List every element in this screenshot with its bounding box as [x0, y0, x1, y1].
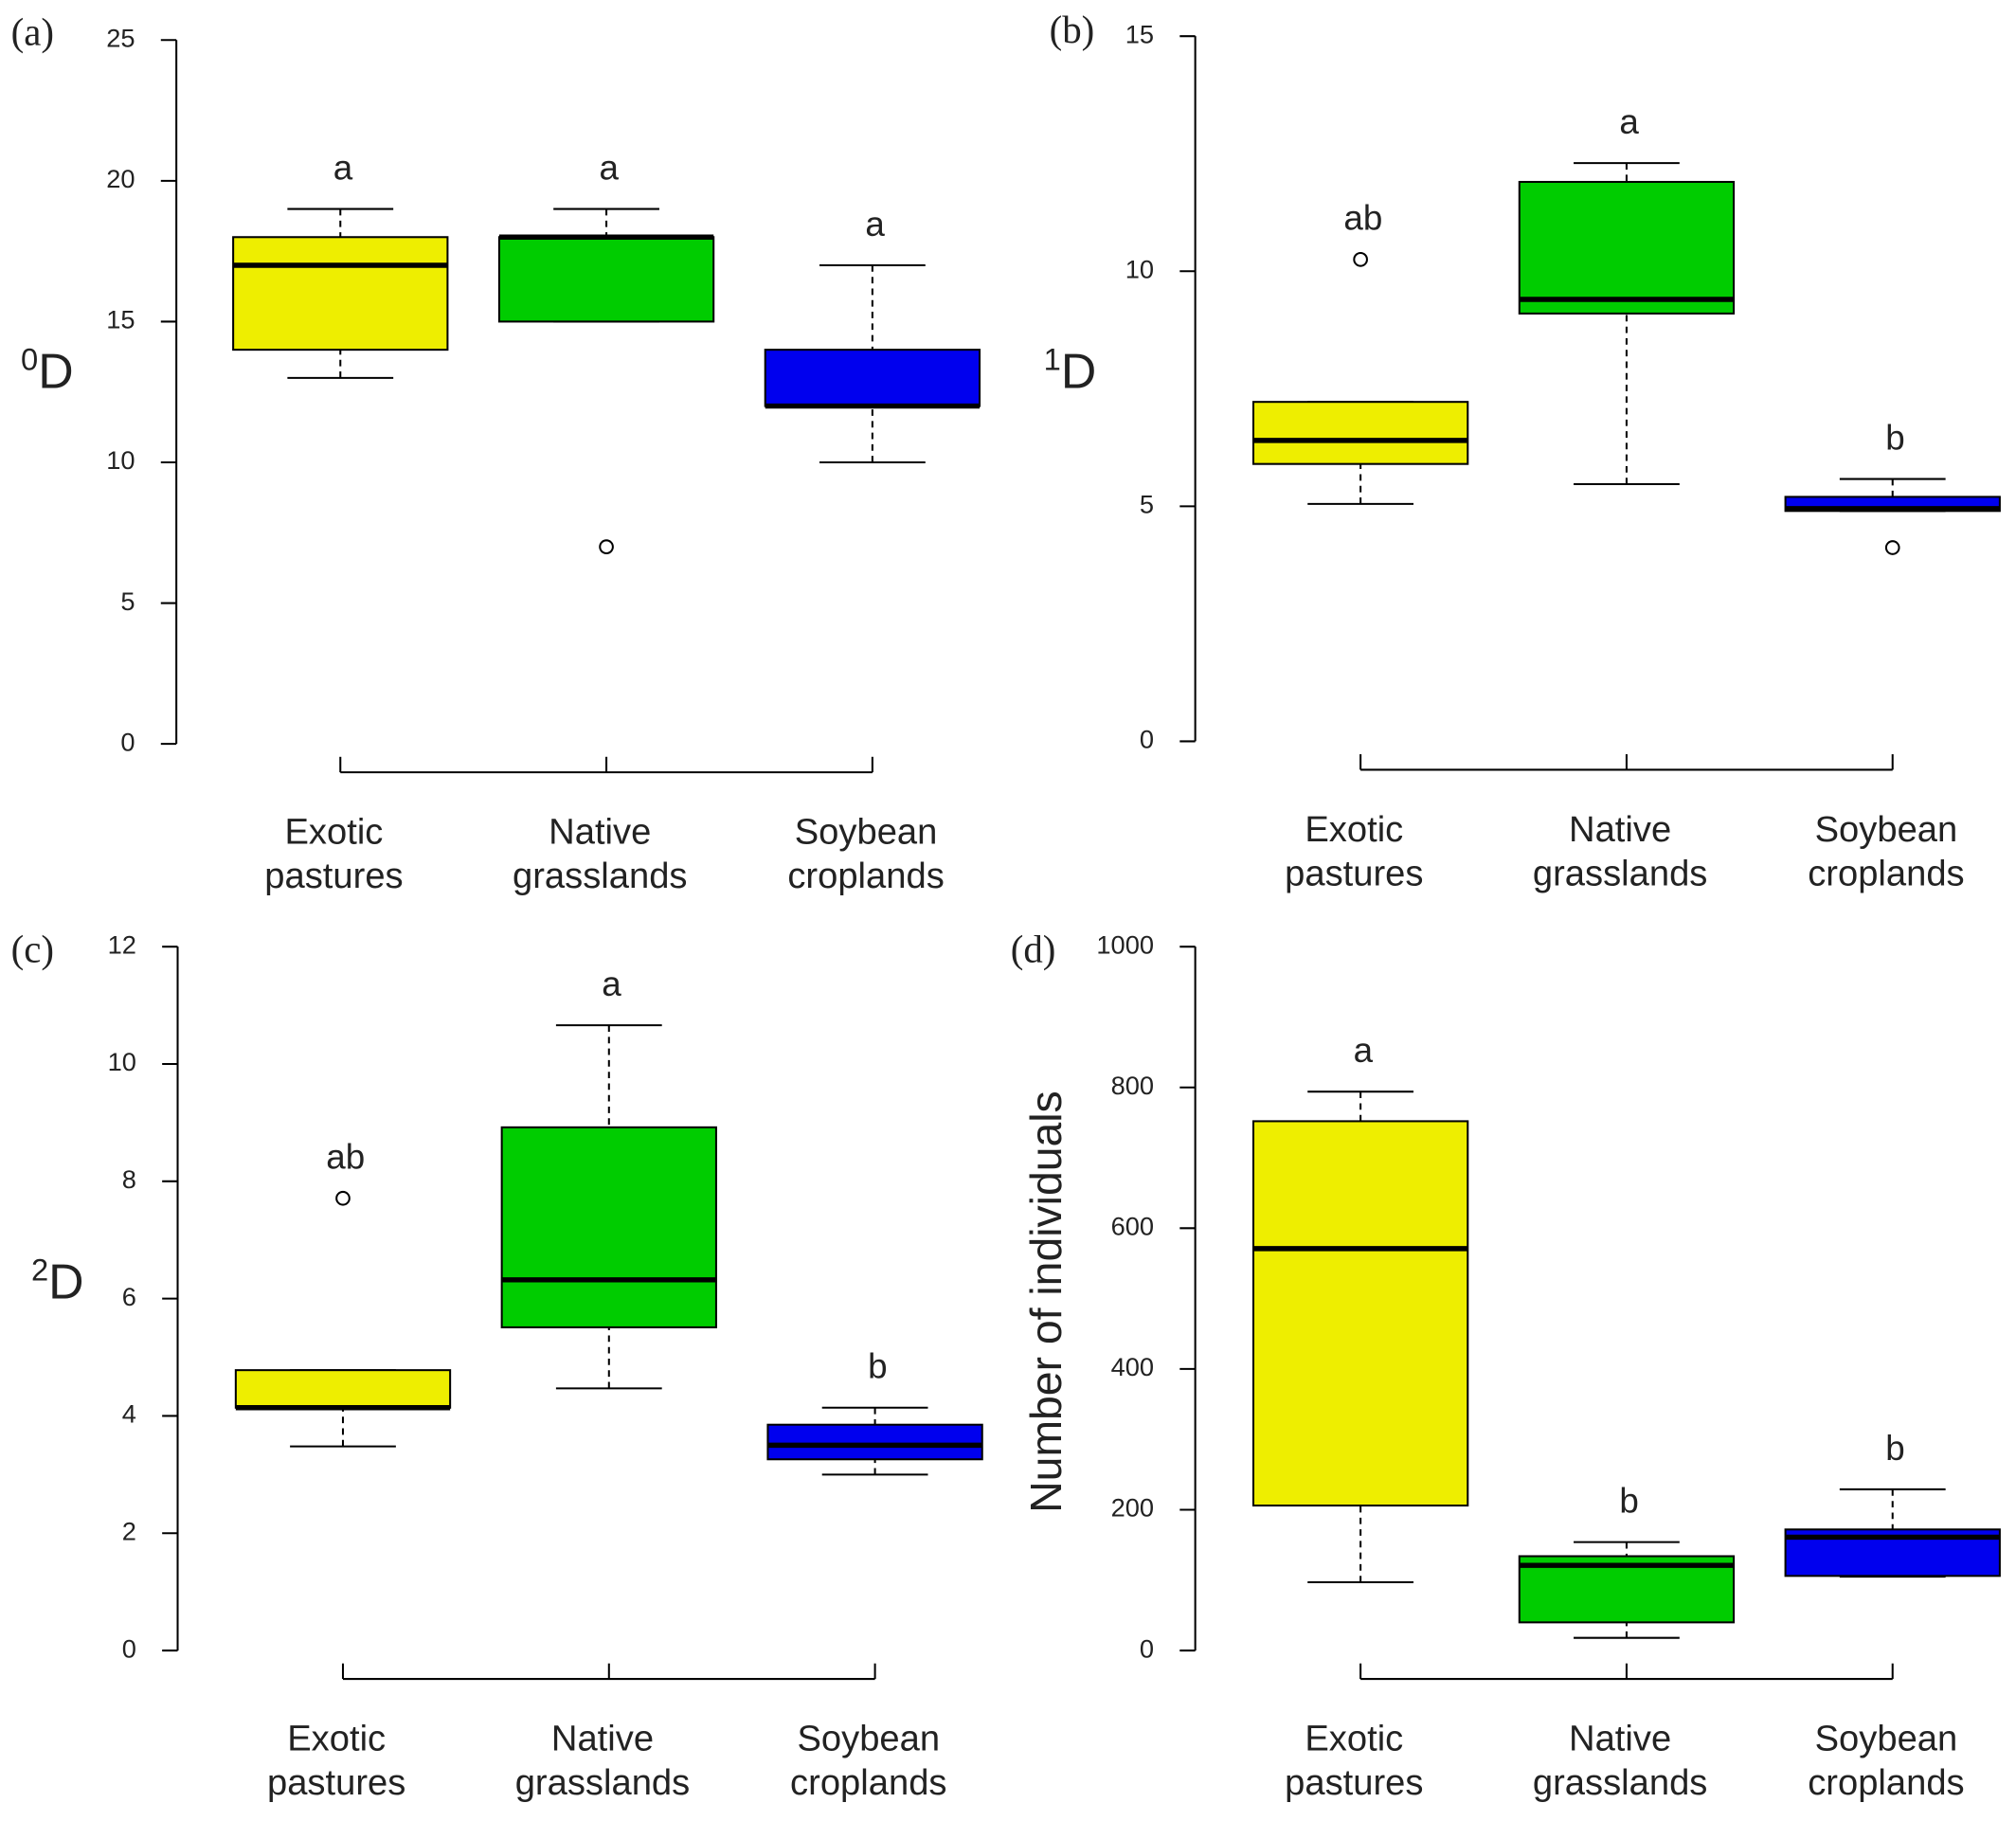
y-tick-label: 200	[1111, 1493, 1154, 1523]
significance-letter: a	[865, 205, 885, 243]
box	[1251, 1120, 1469, 1507]
x-tick-label: croplands	[790, 1762, 946, 1803]
y-tick-label: 0	[1140, 725, 1154, 754]
box	[1518, 180, 1736, 315]
significance-letter: b	[1885, 418, 1904, 457]
y-tick-label: 800	[1111, 1071, 1154, 1100]
x-tick-label: pastures	[264, 856, 403, 896]
panel-label: (d)	[1011, 928, 1056, 970]
y-axis-label-sup: 0	[21, 341, 38, 376]
y-axis-label: 1D	[1044, 341, 1097, 398]
y-tick-label: 0	[120, 727, 135, 756]
x-tick-label: grasslands	[515, 1762, 691, 1803]
x-tick-label: Native	[549, 812, 651, 853]
x-tick-label: Native	[1569, 809, 1671, 850]
y-tick-label: 6	[122, 1282, 136, 1311]
y-axis-label: 0D	[21, 341, 74, 398]
y-tick-label: 0	[122, 1633, 136, 1663]
x-tick-label: pastures	[267, 1762, 405, 1803]
x-tick-label: Soybean	[1815, 809, 1958, 850]
significance-letter: a	[600, 148, 620, 187]
x-tick-label: Native	[1569, 1719, 1671, 1759]
y-tick-label: 5	[120, 586, 135, 616]
box	[766, 1423, 983, 1461]
y-tick-label: 8	[122, 1164, 136, 1194]
panel-label: (b)	[1050, 9, 1095, 51]
significance-letter: ab	[326, 1138, 365, 1177]
box	[497, 236, 715, 323]
y-tick-label: 10	[108, 1047, 136, 1076]
x-tick-label: grasslands	[1533, 853, 1708, 893]
x-tick-label: grasslands	[1533, 1762, 1708, 1803]
y-tick-label: 25	[106, 23, 135, 52]
box	[500, 1126, 717, 1328]
significance-letter: b	[1619, 1481, 1638, 1520]
y-tick-label: 0	[1140, 1633, 1154, 1663]
y-tick-label: 20	[106, 164, 135, 193]
y-tick-label: 12	[108, 929, 136, 959]
box	[1251, 401, 1469, 465]
x-tick-label: pastures	[1285, 853, 1423, 893]
y-axis-label-sup: 1	[1044, 341, 1061, 376]
box	[234, 1369, 452, 1409]
x-tick-label: Soybean	[795, 812, 938, 853]
significance-letter: b	[1885, 1429, 1904, 1468]
outlier	[335, 1190, 351, 1206]
box	[232, 236, 449, 352]
y-tick-label: 5	[1140, 490, 1154, 519]
significance-letter: a	[602, 965, 621, 1003]
significance-letter: a	[1619, 102, 1639, 141]
significance-letter: a	[1354, 1031, 1374, 1070]
x-tick-label: croplands	[1808, 853, 1964, 893]
outlier	[599, 539, 614, 554]
y-tick-label: 10	[1125, 254, 1154, 283]
x-tick-label: croplands	[787, 856, 944, 896]
y-tick-label: 2	[122, 1516, 136, 1545]
x-tick-label: Exotic	[284, 812, 383, 853]
outlier	[1884, 540, 1900, 555]
y-axis-label-sup: 2	[31, 1252, 48, 1287]
y-axis-label: 2D	[31, 1252, 84, 1308]
x-tick-label: croplands	[1808, 1762, 1964, 1803]
significance-letter: b	[868, 1347, 887, 1386]
x-tick-label: Exotic	[287, 1719, 386, 1759]
y-tick-label: 10	[106, 445, 135, 475]
x-tick-label: grasslands	[513, 856, 688, 896]
y-tick-label: 1000	[1096, 929, 1154, 959]
y-axis-label-main: D	[1061, 343, 1096, 398]
significance-letter: a	[333, 148, 353, 187]
panel-label: (a)	[11, 11, 54, 54]
x-tick-label: Soybean	[1815, 1719, 1958, 1759]
y-tick-label: 15	[1125, 19, 1154, 48]
x-tick-label: Soybean	[797, 1719, 940, 1759]
x-tick-label: Exotic	[1305, 809, 1403, 850]
x-tick-label: pastures	[1285, 1762, 1423, 1803]
x-tick-label: Native	[551, 1719, 654, 1759]
box	[764, 349, 981, 407]
panel-label: (c)	[11, 928, 54, 970]
x-tick-label: Exotic	[1305, 1719, 1403, 1759]
y-axis-label-main: D	[38, 343, 73, 398]
y-tick-label: 4	[122, 1399, 136, 1429]
y-axis-label-main: D	[48, 1253, 83, 1308]
y-tick-label: 400	[1111, 1352, 1154, 1381]
y-tick-label: 600	[1111, 1212, 1154, 1241]
significance-letter: ab	[1343, 199, 1382, 238]
outlier	[1353, 252, 1368, 267]
y-axis-label: Number of individuals	[1021, 1091, 1071, 1512]
y-tick-label: 15	[106, 305, 135, 334]
